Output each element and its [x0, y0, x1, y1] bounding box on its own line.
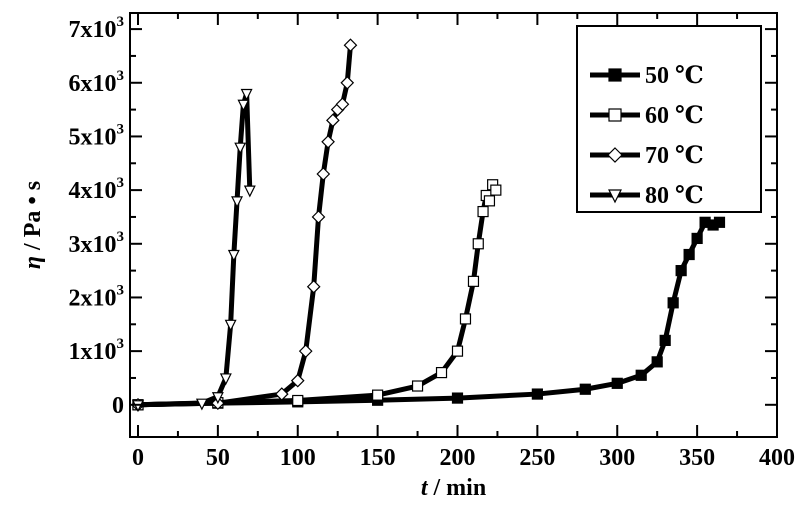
- data-point: [311, 210, 326, 224]
- data-point: [608, 189, 622, 204]
- y-tick-label: 4x103: [69, 175, 125, 204]
- data-point: [240, 88, 253, 101]
- series-line: [137, 91, 253, 408]
- plot-frame: [129, 12, 778, 438]
- legend-label: 50 ℃: [645, 63, 704, 89]
- data-point: [659, 334, 671, 346]
- x-tick-label: 0: [132, 445, 144, 471]
- x-axis-title: t / min: [421, 475, 486, 501]
- data-point: [472, 238, 484, 250]
- data-point: [298, 344, 313, 358]
- data-point: [211, 392, 224, 405]
- data-point: [340, 75, 355, 90]
- y-axis-title-unit: / Pa • s: [20, 181, 46, 256]
- y-tick-label: 0: [112, 393, 124, 419]
- data-point: [608, 68, 622, 82]
- data-point: [459, 313, 472, 325]
- data-point: [490, 184, 502, 196]
- data-point: [651, 356, 663, 368]
- data-point: [234, 142, 247, 155]
- data-point: [195, 398, 208, 411]
- x-axis-title-symbol: t: [421, 475, 429, 501]
- y-tick-label: 2x103: [69, 282, 125, 311]
- data-point: [635, 369, 647, 381]
- data-point: [306, 279, 321, 294]
- data-point: [713, 216, 726, 228]
- data-point: [477, 205, 489, 218]
- y-tick-label: 7x103: [69, 14, 125, 43]
- series: [132, 216, 726, 411]
- x-tick-label: 250: [519, 445, 555, 471]
- legend-item: 80 ℃: [590, 183, 704, 209]
- data-point: [451, 345, 464, 357]
- data-point: [608, 108, 622, 122]
- series: [132, 179, 502, 411]
- data-point: [237, 99, 250, 112]
- series-layer: [131, 38, 726, 413]
- data-point: [227, 249, 240, 262]
- data-point: [467, 275, 480, 287]
- data-point: [321, 134, 335, 149]
- legend-item: 60 ℃: [590, 103, 704, 129]
- y-tick-label: 6x103: [69, 68, 125, 97]
- legend-label: 80 ℃: [645, 183, 704, 209]
- legend-box: [576, 25, 762, 213]
- data-point: [579, 383, 591, 395]
- data-point: [611, 377, 623, 389]
- y-axis-title: η / Pa • s: [20, 181, 46, 269]
- data-point: [683, 248, 695, 261]
- data-point: [274, 387, 289, 401]
- data-point: [411, 380, 424, 392]
- data-point: [219, 373, 232, 386]
- data-point: [691, 232, 703, 245]
- data-point: [231, 196, 244, 209]
- data-point: [326, 113, 340, 128]
- x-tick-label: 100: [280, 445, 316, 471]
- data-point: [675, 265, 687, 277]
- x-tick-label: 150: [360, 445, 396, 471]
- x-tick-label: 200: [439, 445, 475, 471]
- y-axis-title-symbol: η: [20, 256, 46, 269]
- labels-layer: 0 50 100 150 200 250 300 350 400 0 1x103 2x103 3x103…: [69, 14, 796, 471]
- legend-label: 60 ℃: [645, 103, 704, 129]
- data-point: [607, 147, 623, 163]
- data-point: [483, 195, 496, 207]
- y-tick-label: 3x103: [69, 229, 125, 258]
- x-axis-title-unit: / min: [427, 475, 486, 501]
- legend-item: 70 ℃: [590, 143, 704, 169]
- series: [132, 88, 256, 413]
- y-tick-label: 5x103: [69, 121, 125, 150]
- x-tick-label: 400: [759, 445, 795, 471]
- data-point: [435, 366, 448, 379]
- ticks-layer: [130, 13, 778, 437]
- data-point: [667, 297, 679, 309]
- legend: 50 ℃ 60 ℃ 70 ℃ 80 ℃: [576, 25, 762, 213]
- x-tick-label: 50: [206, 445, 230, 471]
- x-tick-label: 300: [599, 445, 635, 471]
- data-point: [290, 373, 305, 388]
- y-tick-label: 1x103: [69, 336, 125, 365]
- data-point: [316, 167, 331, 181]
- legend-item: 50 ℃: [590, 63, 704, 89]
- data-point: [343, 38, 358, 53]
- data-point: [335, 97, 350, 112]
- data-point: [451, 392, 464, 404]
- x-tick-label: 350: [679, 445, 715, 471]
- legend-label: 70 ℃: [645, 143, 704, 169]
- data-point: [224, 319, 237, 332]
- data-point: [243, 185, 256, 198]
- data-point: [372, 389, 384, 401]
- data-point: [531, 388, 543, 400]
- data-point: [292, 394, 304, 407]
